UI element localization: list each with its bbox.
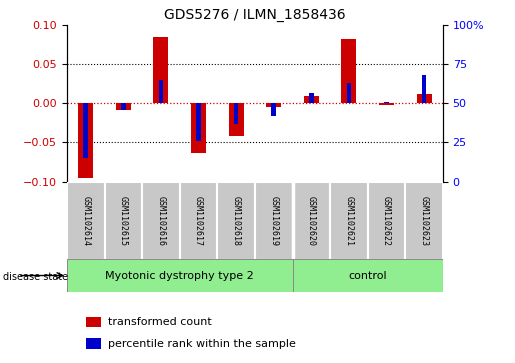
Text: GSM1102623: GSM1102623: [420, 196, 428, 245]
Text: GSM1102621: GSM1102621: [345, 196, 353, 245]
Bar: [105, 182, 142, 260]
Bar: [266, 103, 281, 107]
Bar: [229, 103, 244, 136]
Bar: [67, 182, 105, 260]
Bar: [309, 93, 314, 103]
Title: GDS5276 / ILMN_1858436: GDS5276 / ILMN_1858436: [164, 8, 346, 22]
Bar: [422, 76, 426, 103]
Bar: [255, 182, 293, 260]
Bar: [196, 103, 201, 141]
Text: GSM1102614: GSM1102614: [81, 196, 90, 245]
Bar: [180, 182, 217, 260]
Bar: [83, 103, 88, 158]
Text: control: control: [348, 270, 387, 281]
Bar: [67, 259, 293, 292]
Bar: [78, 103, 93, 178]
Text: percentile rank within the sample: percentile rank within the sample: [108, 339, 296, 349]
Bar: [142, 182, 180, 260]
Bar: [116, 103, 131, 110]
Bar: [417, 94, 432, 103]
Bar: [330, 182, 368, 260]
Bar: [191, 103, 206, 152]
Bar: [384, 102, 389, 103]
Bar: [293, 182, 330, 260]
Text: GSM1102617: GSM1102617: [194, 196, 203, 245]
Bar: [341, 39, 356, 103]
Bar: [85, 338, 101, 349]
Bar: [234, 103, 238, 124]
Bar: [217, 182, 255, 260]
Bar: [368, 182, 405, 260]
Bar: [153, 37, 168, 103]
Text: GSM1102615: GSM1102615: [119, 196, 128, 245]
Text: transformed count: transformed count: [108, 317, 212, 327]
Bar: [121, 103, 126, 110]
Bar: [379, 103, 394, 105]
Text: GSM1102618: GSM1102618: [232, 196, 241, 245]
Bar: [304, 96, 319, 103]
Text: GSM1102616: GSM1102616: [157, 196, 165, 245]
Bar: [271, 103, 276, 116]
Text: Myotonic dystrophy type 2: Myotonic dystrophy type 2: [106, 270, 254, 281]
Text: GSM1102620: GSM1102620: [307, 196, 316, 245]
Bar: [159, 80, 163, 103]
Bar: [85, 317, 101, 327]
Text: GSM1102619: GSM1102619: [269, 196, 278, 245]
Text: GSM1102622: GSM1102622: [382, 196, 391, 245]
Text: disease state: disease state: [3, 272, 67, 282]
Bar: [293, 259, 443, 292]
Bar: [405, 182, 443, 260]
Bar: [347, 83, 351, 103]
